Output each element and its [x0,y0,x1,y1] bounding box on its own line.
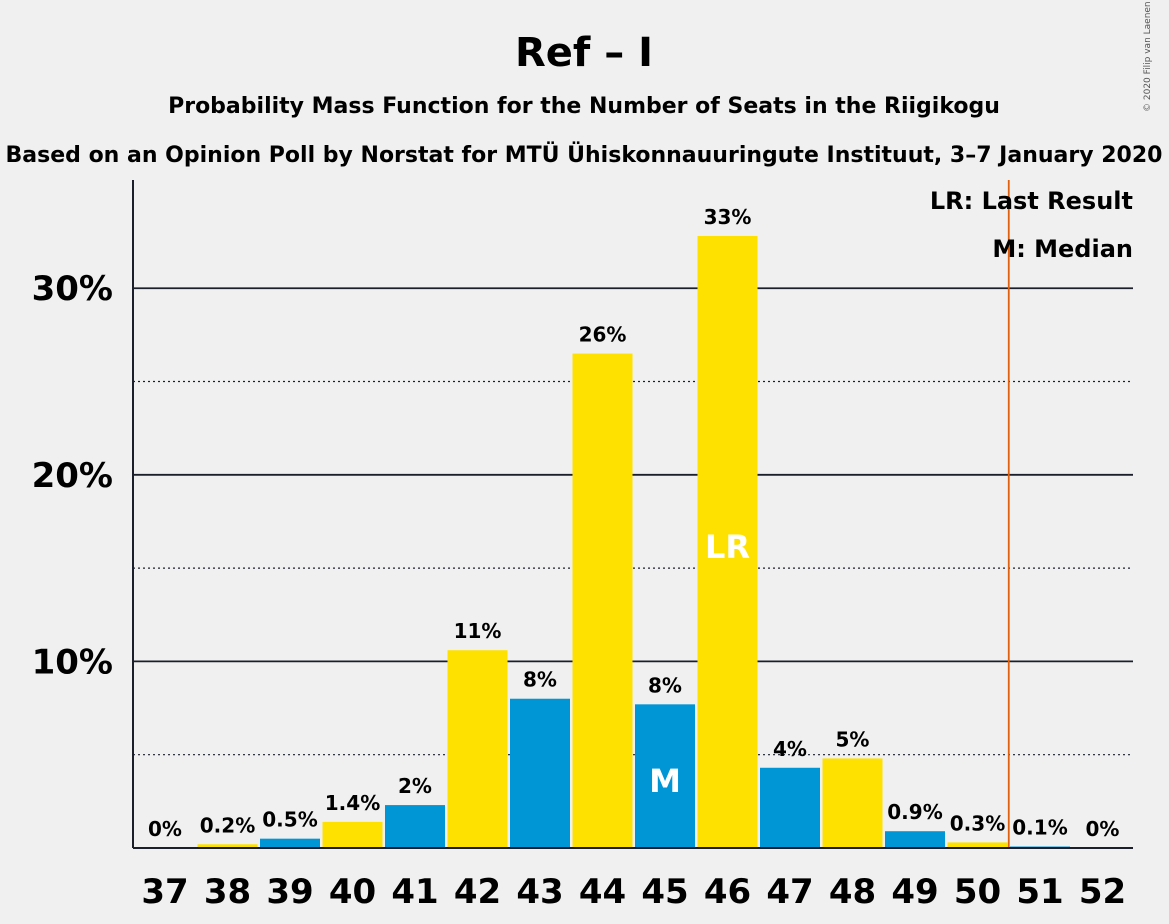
bar-seat-49 [885,831,945,848]
last-result-marker: LR [705,528,750,566]
x-tick-label: 40 [329,872,376,912]
value-label-seat-46: 33% [704,205,752,229]
bar-seat-48 [822,758,883,848]
copyright-text: © 2020 Filip van Laenen [1143,1,1153,112]
x-tick-label: 50 [954,872,1001,912]
x-tick-label: 47 [766,872,813,912]
value-label-seat-48: 5% [836,727,870,751]
x-tick-label: 48 [829,872,876,912]
value-label-seat-50: 0.3% [950,811,1005,835]
x-tick-label: 45 [641,872,688,912]
value-label-seat-43: 8% [523,668,557,692]
x-tick-label: 37 [141,872,188,912]
chart-subtitle: Probability Mass Function for the Number… [168,94,1000,119]
x-tick-label: 46 [704,872,751,912]
value-label-seat-38: 0.2% [200,813,255,837]
value-label-seat-49: 0.9% [887,800,942,824]
bar-seat-50 [947,842,1008,848]
value-label-seat-45: 8% [648,673,682,697]
axes [132,180,1133,849]
bar-seat-45 [635,704,695,848]
x-tick-label: 52 [1079,872,1126,912]
bar-seat-42 [447,650,508,848]
bar-seat-40 [322,821,383,848]
value-label-seat-52: 0% [1086,817,1120,841]
value-label-seat-40: 1.4% [325,791,380,815]
chart-title: Ref – I [515,30,653,76]
value-label-seat-47: 4% [773,737,807,761]
bar-seat-44 [572,353,633,848]
x-tick-label: 51 [1016,872,1063,912]
x-tick-label: 41 [391,872,438,912]
chart-source-line: Based on an Opinion Poll by Norstat for … [6,142,1163,168]
value-labels: 0% 37 0.2% 38 0.5% 39 1.4% 40 2% 41 11% 42 8% 43 26% 44… [141,205,1126,912]
y-tick-label: 20% [32,456,113,496]
x-tick-label: 44 [579,872,626,912]
bar-seat-43 [510,698,570,848]
y-tick-label: 10% [32,642,113,682]
value-label-seat-37: 0% [148,817,182,841]
x-tick-label: 43 [516,872,563,912]
value-label-seat-41: 2% [398,774,432,798]
value-label-seat-42: 11% [454,619,502,643]
legend-median: M: Median [992,235,1133,263]
x-tick-label: 49 [891,872,938,912]
x-tick-label: 39 [266,872,313,912]
value-label-seat-44: 26% [579,323,627,347]
bars [197,235,1070,848]
bar-seat-38 [197,844,258,848]
value-label-seat-51: 0.1% [1012,816,1067,840]
legend-last-result: LR: Last Result [930,187,1133,215]
median-marker: M [649,762,681,800]
bar-seat-47 [760,767,820,848]
bar-seat-39 [260,838,320,848]
bar-seat-46 [697,235,758,848]
value-label-seat-39: 0.5% [262,808,317,832]
y-tick-label: 30% [32,269,113,309]
gridlines: 10% 20% 30% [32,269,1133,756]
bar-seat-41 [385,805,445,848]
x-tick-label: 42 [454,872,501,912]
x-tick-label: 38 [204,872,251,912]
